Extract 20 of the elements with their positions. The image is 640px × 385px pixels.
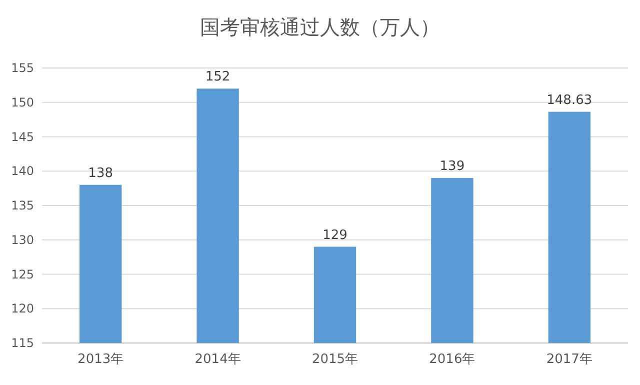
data-label: 138 [88,166,114,181]
x-tick-label: 2017年 [546,352,592,367]
y-tick-label: 155 [11,61,34,75]
y-tick-label: 150 [11,95,34,110]
y-tick-label: 135 [11,198,34,212]
x-tick-label: 2013年 [78,352,124,367]
y-tick-label: 140 [11,164,34,178]
data-label: 129 [322,228,348,243]
chart-title: 国考审核通过人数（万人） [200,15,440,39]
y-tick-label: 130 [11,232,34,247]
y-tick-label: 145 [11,130,34,144]
x-tick-label: 2015年 [312,352,358,367]
data-label: 148.63 [546,92,592,108]
y-tick-label: 120 [11,302,34,316]
data-label: 139 [440,159,465,174]
y-tick-label: 115 [11,336,34,350]
data-label: 152 [205,70,230,85]
x-tick-label: 2016年 [429,352,476,367]
x-tick-label: 2014年 [194,352,241,367]
y-tick-label: 125 [11,267,34,282]
